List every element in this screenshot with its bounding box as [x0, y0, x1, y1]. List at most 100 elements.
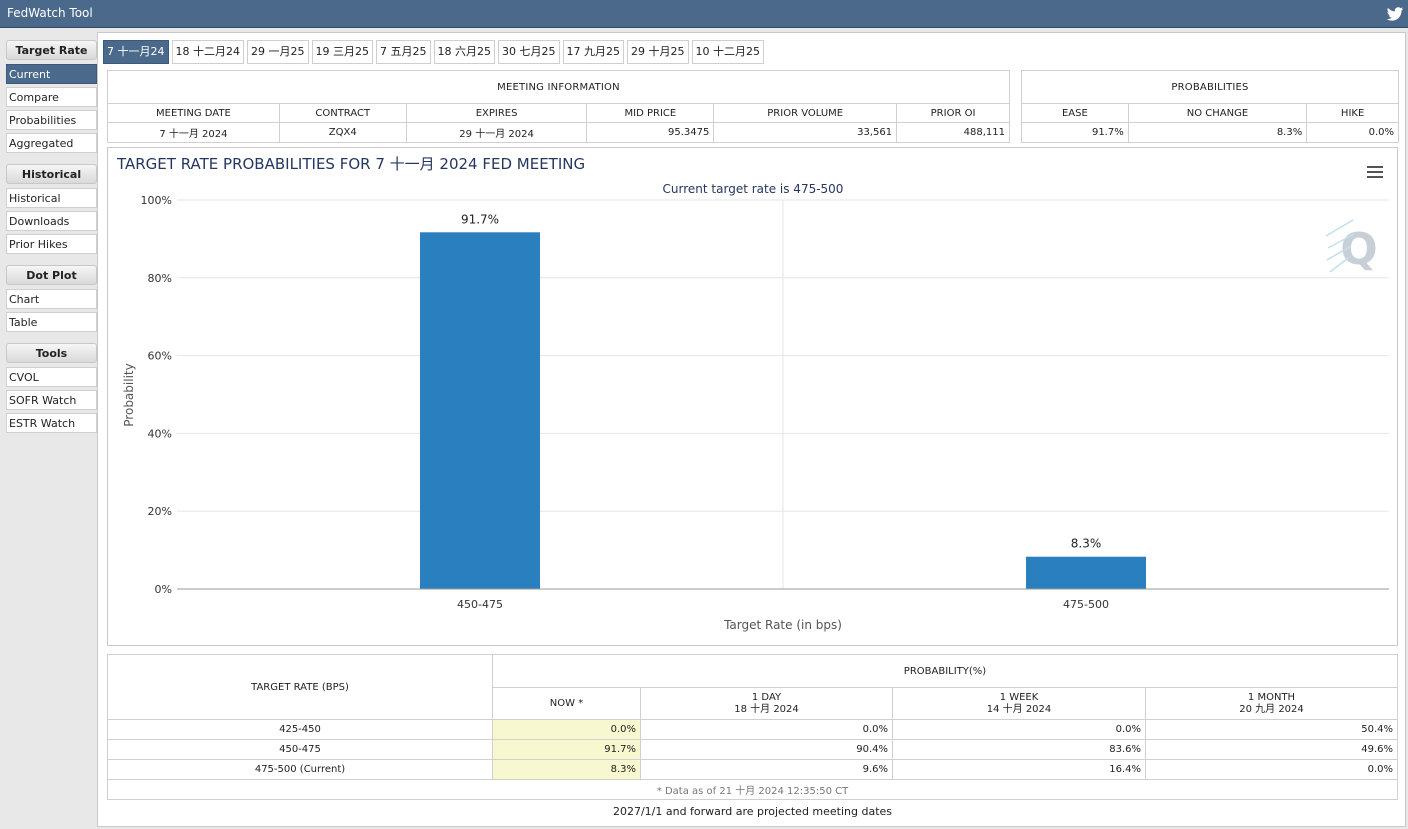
sidebar-item-sofr-watch[interactable]: SOFR Watch — [6, 390, 97, 410]
meeting-tab[interactable]: 19 三月25 — [311, 40, 373, 64]
probabilities-table: PROBABILITIES EASE NO CHANGE HIKE 91.7% 8.3… — [1021, 70, 1399, 143]
meeting-tab[interactable]: 7 十一月24 — [103, 40, 169, 64]
logo-stroke — [1327, 233, 1355, 249]
probability-cell: 91.7% — [492, 739, 641, 760]
period-column-header: 1 DAY 18 十月 2024 — [640, 687, 893, 720]
sidebar-gap — [6, 257, 97, 265]
probability-cell: 50.4% — [1145, 719, 1398, 740]
meeting-info-table: MEETING INFORMATION MEETING DATE CONTRACT… — [107, 70, 1010, 143]
sidebar-gap — [6, 156, 97, 164]
probability-heading: PROBABILITY(%) — [492, 654, 1398, 688]
sidebar-item-probabilities[interactable]: Probabilities — [6, 110, 97, 130]
period-date: 18 十月 2024 — [734, 703, 799, 715]
logo-stroke — [1325, 219, 1354, 237]
sidebar-item-prior-hikes[interactable]: Prior Hikes — [6, 234, 97, 254]
sidebar-item-estr-watch[interactable]: ESTR Watch — [6, 413, 97, 433]
meeting-tabs: 7 十一月24 18 十二月24 29 一月25 19 三月25 7 五月25 18 六月… — [103, 40, 767, 64]
sidebar-item-downloads[interactable]: Downloads — [6, 211, 97, 231]
period-date: 14 十月 2024 — [986, 703, 1052, 715]
sidebar-item-aggregated[interactable]: Aggregated — [6, 133, 97, 153]
y-tick-label: 100% — [141, 194, 172, 207]
x-tick-label: 475-500 — [1063, 598, 1109, 611]
sidebar-heading-historical: Historical — [6, 164, 97, 184]
rate-column-heading: TARGET RATE (BPS) — [107, 654, 493, 720]
rate-probability-table: TARGET RATE (BPS) PROBABILITY(%) NOW * 1 DA… — [107, 654, 1398, 800]
column-header: NO CHANGE — [1127, 103, 1308, 123]
app-title: FedWatch Tool — [7, 6, 93, 20]
probability-cell: 49.6% — [1145, 739, 1398, 760]
y-tick-label: 40% — [148, 427, 172, 440]
period-date: 20 九月 2024 — [1239, 703, 1304, 715]
table-row: 425-450 0.0% 0.0% 0.0% 50.4% — [107, 719, 1398, 740]
meeting-tab[interactable]: 10 十二月25 — [691, 40, 764, 64]
sidebar-item-historical[interactable]: Historical — [6, 188, 97, 208]
table-row: 475-500 (Current) 8.3% 9.6% 16.4% 0.0% — [107, 759, 1398, 780]
probability-cell: 0.0% — [492, 719, 641, 740]
chart-title: TARGET RATE PROBABILITIES FOR 7 十一月 2024… — [116, 155, 585, 173]
meeting-tab[interactable]: 18 十二月24 — [171, 40, 244, 64]
sidebar-item-chart[interactable]: Chart — [6, 289, 97, 309]
meeting-tab[interactable]: 17 九月25 — [562, 40, 624, 64]
probability-cell: 0.0% — [1145, 759, 1398, 780]
chart-subtitle: Current target rate is 475-500 — [663, 182, 844, 196]
period-label: 1 MONTH — [1247, 691, 1296, 703]
probability-cell: 8.3% — [492, 759, 641, 780]
x-axis-label: Target Rate (in bps) — [723, 618, 842, 632]
y-tick-label: 60% — [148, 350, 172, 363]
meeting-tab[interactable]: 7 五月25 — [376, 40, 431, 64]
probability-cell: 0.0% — [1306, 122, 1399, 143]
sidebar-heading-target-rate: Target Rate — [6, 40, 97, 60]
period-label: 1 WEEK — [999, 691, 1039, 703]
bar-450-475[interactable] — [420, 232, 540, 590]
x-tick-label: 450-475 — [457, 598, 503, 611]
meeting-tab[interactable]: 29 一月25 — [247, 40, 309, 64]
sidebar-item-cvol[interactable]: CVOL — [6, 367, 97, 387]
data-timestamp-footnote: * Data as of 21 十月 2024 12:35:50 CT — [107, 779, 1398, 800]
meeting-info-cell: 33,561 — [713, 122, 898, 143]
period-label: NOW * — [549, 697, 584, 709]
y-axis-label: Probability — [122, 363, 136, 426]
column-header: PRIOR VOLUME — [713, 103, 898, 123]
sidebar-gap — [6, 335, 97, 343]
app-header: FedWatch Tool — [0, 0, 1408, 28]
meeting-tab[interactable]: 30 七月25 — [498, 40, 560, 64]
y-tick-label: 0% — [155, 583, 172, 596]
sidebar-item-current[interactable]: Current — [6, 64, 97, 84]
chart-menu-icon[interactable] — [1367, 166, 1383, 180]
logo-stroke — [1326, 245, 1352, 261]
probability-cell: 91.7% — [1021, 122, 1129, 143]
column-header: MID PRICE — [586, 103, 715, 123]
period-column-header: NOW * — [492, 687, 641, 720]
sidebar-heading-tools: Tools — [6, 343, 97, 363]
logo-stroke — [1329, 257, 1349, 273]
rate-cell: 475-500 (Current) — [107, 759, 493, 780]
meeting-info-heading: MEETING INFORMATION — [107, 70, 1010, 104]
bar-475-500[interactable] — [1026, 556, 1146, 589]
probability-cell: 90.4% — [640, 739, 893, 760]
column-header: EASE — [1021, 103, 1129, 123]
rate-cell: 425-450 — [107, 719, 493, 740]
column-header: MEETING DATE — [107, 103, 280, 123]
meeting-info-cell: ZQX4 — [278, 122, 407, 143]
meeting-tab[interactable]: 29 十月25 — [627, 40, 689, 64]
chart-svg: TARGET RATE PROBABILITIES FOR 7 十一月 2024… — [116, 155, 1389, 632]
y-tick-label: 20% — [148, 505, 172, 518]
table-row: 450-475 91.7% 90.4% 83.6% 49.6% — [107, 739, 1398, 760]
column-header: CONTRACT — [278, 103, 407, 123]
sidebar-item-table[interactable]: Table — [6, 312, 97, 332]
period-column-header: 1 WEEK 14 十月 2024 — [892, 687, 1146, 720]
main-panel: 7 十一月24 18 十二月24 29 一月25 19 三月25 7 五月25 18 六月… — [97, 32, 1406, 827]
sidebar-item-compare[interactable]: Compare — [6, 87, 97, 107]
sidebar: Target Rate Current Compare Probabilities Ag… — [6, 40, 97, 436]
y-tick-label: 80% — [148, 272, 172, 285]
column-header: EXPIRES — [405, 103, 588, 123]
probability-cell: 9.6% — [640, 759, 893, 780]
probability-cell: 8.3% — [1127, 122, 1308, 143]
probability-cell: 0.0% — [640, 719, 893, 740]
meeting-tab[interactable]: 18 六月25 — [433, 40, 495, 64]
projection-note: 2027/1/1 and forward are projected meeti… — [612, 805, 893, 818]
twitter-icon[interactable] — [1386, 5, 1404, 23]
probability-cell: 83.6% — [892, 739, 1146, 760]
column-header: PRIOR OI — [896, 103, 1010, 123]
probability-cell: 16.4% — [892, 759, 1146, 780]
